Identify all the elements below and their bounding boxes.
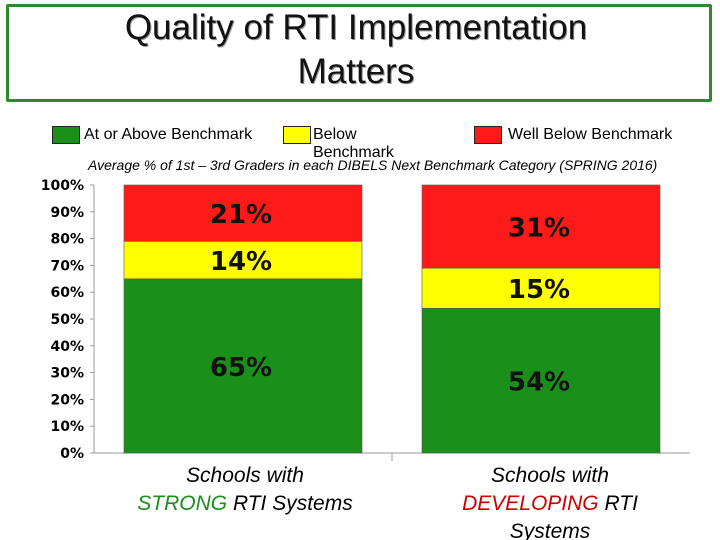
category-label-developing: Schools with DEVELOPING RTI Systems (440, 462, 660, 540)
chart-subtitle: Average % of 1st – 3rd Graders in each D… (88, 157, 658, 173)
data-label-2-category-1: 14% (210, 247, 272, 277)
category-label-developing-pre: Schools with (491, 464, 609, 487)
y-tick-label: 10% (50, 419, 84, 435)
category-label-strong-emphasis: STRONG (137, 492, 228, 515)
y-tick-label: 50% (50, 312, 84, 328)
y-tick-label: 70% (50, 258, 84, 274)
data-label-1-category-1: 65% (210, 353, 272, 383)
y-tick-label: 80% (50, 232, 84, 248)
slide-title: Quality of RTI Implementation Matters (0, 6, 712, 94)
bar-segment-3-category-1 (123, 184, 363, 242)
bar-segment-1-category-1 (123, 278, 363, 454)
bar-segment-2-category-1 (123, 240, 363, 280)
y-tick-label: 30% (50, 366, 84, 382)
category-label-strong: Schools with STRONG RTI Systems (135, 462, 355, 518)
legend-label-above: At or Above Benchmark (84, 126, 253, 143)
bar-segment-1-category-2 (421, 307, 661, 454)
y-tick-label: 0% (60, 446, 84, 462)
data-label-2-category-2: 15% (508, 275, 570, 305)
y-tick-label: 40% (50, 339, 84, 355)
y-tick-label: 60% (50, 285, 84, 301)
legend-label-well-below: Well Below Benchmark (508, 126, 673, 143)
category-label-strong-pre: Schools with (186, 464, 304, 487)
legend-swatch-well-below (474, 126, 502, 144)
legend-swatch-below (283, 126, 311, 144)
category-label-strong-post: RTI Systems (232, 492, 353, 515)
legend-swatch-above (52, 126, 80, 144)
y-tick-label: 20% (50, 392, 84, 408)
data-label-1-category-2: 54% (508, 368, 570, 398)
data-label-3-category-1: 21% (210, 200, 272, 230)
bar-segment-2-category-2 (421, 267, 661, 309)
bar-segment-3-category-2 (421, 184, 661, 269)
data-label-3-category-2: 31% (508, 214, 570, 244)
title-frame (6, 4, 712, 102)
category-label-developing-emphasis: DEVELOPING (462, 492, 599, 515)
title-line-2: Matters (297, 52, 415, 91)
y-tick-label: 100% (41, 178, 84, 194)
category-label-developing-post: RTI Systems (509, 492, 638, 540)
legend-label-below: Below Benchmark (313, 126, 394, 161)
y-tick-label: 90% (50, 205, 84, 221)
title-line-1: Quality of RTI Implementation (124, 8, 588, 47)
